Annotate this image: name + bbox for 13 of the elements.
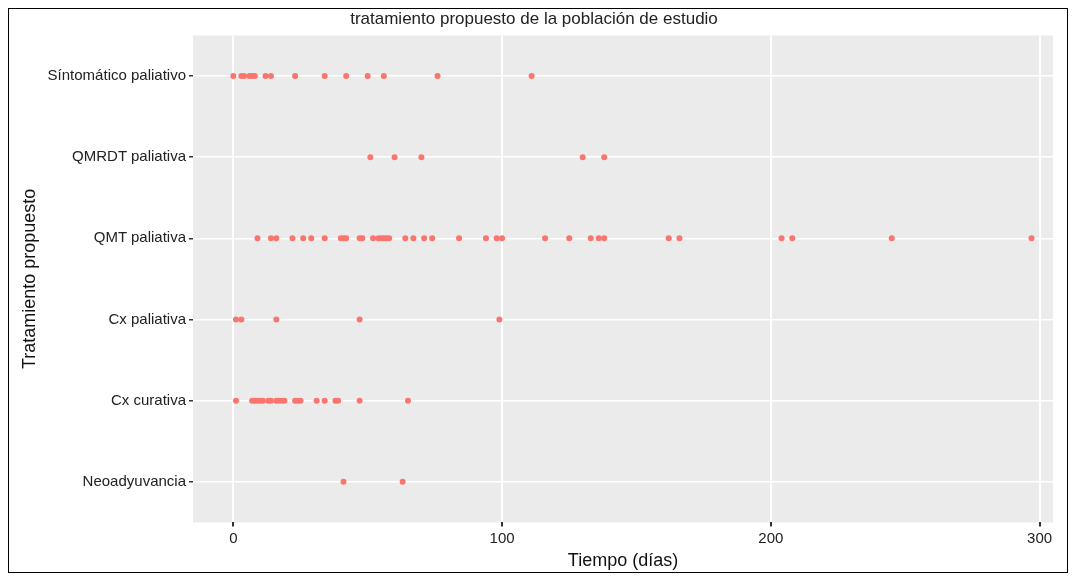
x-tick-label: 0 bbox=[229, 528, 238, 546]
y-tick-label: Neoadyuvancia bbox=[82, 471, 187, 489]
y-tick-label: QMT paliativa bbox=[93, 228, 187, 246]
chart-title: tratamiento propuesto de la población de estudio bbox=[350, 8, 718, 28]
x-tick-label: 100 bbox=[489, 528, 515, 546]
x-tick-label: 200 bbox=[758, 528, 784, 546]
x-tick-label: 300 bbox=[1027, 528, 1053, 546]
y-axis-title: Tratamiento propuesto bbox=[18, 188, 39, 370]
y-tick-label: Cx curativa bbox=[110, 390, 187, 408]
y-tick-label: QMRDT paliativa bbox=[72, 147, 187, 165]
y-tick-label: Síntomático paliativo bbox=[47, 66, 187, 84]
y-tick-label: Cx paliativa bbox=[108, 309, 187, 327]
x-axis-title: Tiempo (días) bbox=[567, 550, 679, 571]
